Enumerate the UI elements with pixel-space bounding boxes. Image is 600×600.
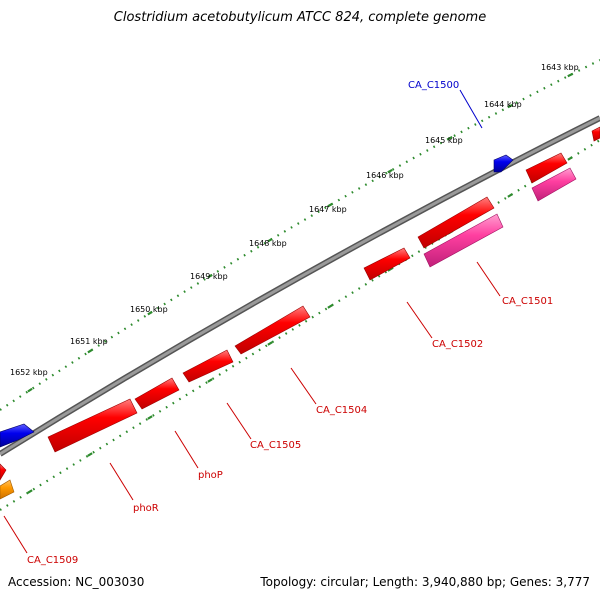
major-tick: [387, 267, 393, 272]
major-tick: [267, 237, 273, 243]
gene-arrow-ca-c1500[interactable]: [493, 154, 514, 173]
accession-text: Accession: NC_003030: [8, 575, 145, 589]
gene-features[interactable]: [0, 126, 600, 500]
gene-arrow-phop[interactable]: [134, 377, 180, 410]
gene-arrow-edge-right[interactable]: [591, 126, 600, 142]
gene-arrow-ca-c1501[interactable]: [525, 152, 568, 184]
major-tick: [207, 378, 213, 383]
major-tick: [147, 310, 153, 316]
kbp-label: 1646 kbp: [366, 171, 404, 180]
label-leader-lines: [3, 89, 501, 554]
genome-backbone: [0, 115, 600, 457]
major-tick: [267, 341, 273, 346]
gene-label-ca-c1502: CA_C1502: [432, 339, 483, 350]
major-tick: [447, 135, 453, 141]
gene-labels: CA_C1500 CA_C1501 CA_C1502 CA_C1504 CA_C…: [27, 80, 553, 566]
kbp-label: 1650 kbp: [130, 305, 168, 314]
major-tick: [87, 452, 93, 457]
outer-tick-ring: [0, 59, 600, 411]
kbp-label: 1649 kbp: [190, 272, 228, 281]
major-tick: [507, 103, 513, 109]
inner-tick-ring: [0, 139, 600, 511]
gene-arrow-ca-c1504[interactable]: [234, 305, 311, 355]
kbp-label: 1643 kbp: [541, 63, 579, 72]
gene-arrow-ca-c1509[interactable]: [0, 463, 7, 481]
major-tick: [567, 73, 573, 78]
orange-feature[interactable]: [0, 479, 15, 500]
gene-label-ca-c1501: CA_C1501: [502, 296, 553, 307]
rna-arrow-1[interactable]: [531, 167, 577, 202]
kbp-label: 1652 kbp: [10, 368, 48, 377]
kbp-label: 1647 kbp: [309, 205, 347, 214]
major-tick: [567, 156, 573, 161]
gene-arrow-ca-c1503[interactable]: [363, 247, 411, 281]
major-tick: [207, 273, 213, 279]
gene-arrow-ca-c1502[interactable]: [417, 196, 495, 249]
gene-label-ca-c1505: CA_C1505: [250, 440, 301, 451]
major-tick: [87, 348, 93, 354]
kbp-labels: 1643 kbp 1644 kbp 1645 kbp 1646 kbp 1647…: [10, 63, 579, 377]
kbp-label: 1644 kbp: [484, 100, 522, 109]
gene-label-phop: phoP: [198, 470, 223, 481]
gene-arrow-ca-c1505[interactable]: [182, 349, 234, 383]
kbp-label: 1645 kbp: [425, 136, 463, 145]
major-tick: [147, 415, 153, 420]
gene-label-ca-c1500: CA_C1500: [408, 80, 459, 91]
kbp-label: 1651 kbp: [70, 337, 108, 346]
genome-stats-text: Topology: circular; Length: 3,940,880 bp…: [260, 575, 590, 589]
major-tick: [387, 168, 393, 174]
gene-label-phor: phoR: [133, 503, 159, 514]
gene-label-ca-c1504: CA_C1504: [316, 405, 367, 416]
major-tick: [27, 489, 33, 494]
major-tick: [327, 202, 333, 208]
rna-arrow-2[interactable]: [423, 213, 504, 268]
map-title: Clostridium acetobutylicum ATCC 824, com…: [113, 10, 487, 25]
major-ticks: [27, 73, 573, 494]
kbp-label: 1648 kbp: [249, 239, 287, 248]
gene-arrow-phor[interactable]: [47, 398, 138, 453]
major-tick: [507, 193, 513, 198]
gene-arrow-edge-left[interactable]: [0, 423, 35, 448]
gene-label-ca-c1509: CA_C1509: [27, 555, 78, 566]
major-tick: [327, 304, 333, 309]
major-tick: [27, 387, 33, 393]
genome-backbone-highlight: [0, 116, 600, 456]
